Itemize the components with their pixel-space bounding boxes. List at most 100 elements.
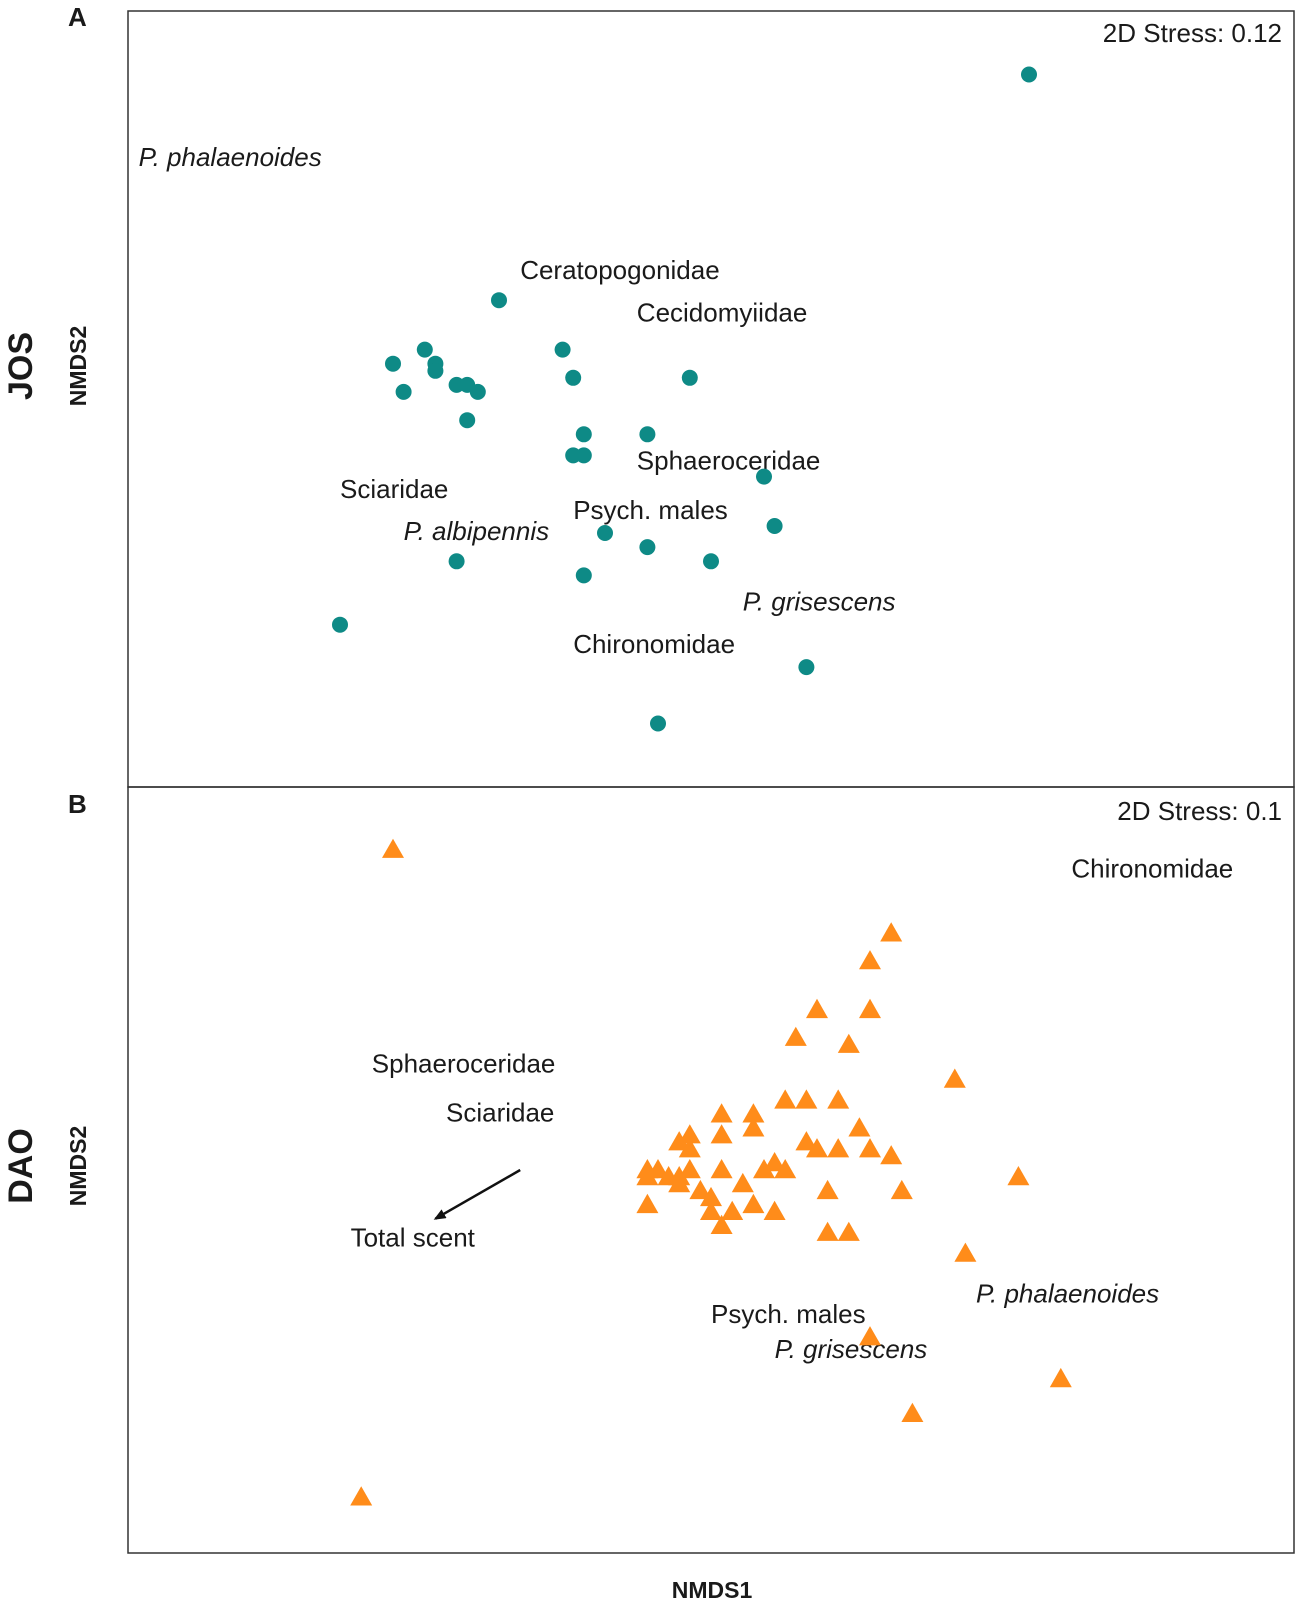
panel-a-data-point-23	[703, 553, 719, 570]
panel-b-data-point-7	[837, 1033, 860, 1053]
panel-a-data-point-22	[639, 539, 656, 556]
panel-b-data-point-51	[859, 1326, 881, 1346]
panel-b-data-point-19	[678, 1138, 701, 1158]
panel-b-data-point-32	[636, 1166, 659, 1186]
panel-a-data-point-21	[597, 525, 613, 541]
panel-b-data-point-1	[382, 838, 404, 858]
panel-b-data-point-10	[795, 1089, 818, 1109]
panel-b-data-point-13	[742, 1103, 765, 1123]
panel-b-variable-label-7: P. grisescens	[775, 1334, 928, 1364]
x-axis-label: NMDS1	[672, 1577, 753, 1603]
panel-a-data-point-26	[332, 616, 348, 633]
panel-a-y-axis-label: NMDS2	[65, 326, 91, 407]
panel-a-data-point-14	[681, 369, 698, 386]
panel-a-data-point-11	[459, 412, 476, 429]
panel-b-data-point-41	[636, 1193, 659, 1214]
panel-a-data-point-27	[798, 659, 815, 676]
panel-b-variable-label-1: Chironomidae	[1071, 854, 1233, 884]
panel-a-data-point-25	[448, 553, 465, 570]
panel-b-frame	[127, 786, 1295, 1554]
panel-b-data-point-23	[859, 1138, 881, 1158]
panel-b-data-point-40	[1007, 1166, 1030, 1186]
panel-a-variable-label-9: Chironomidae	[573, 629, 735, 659]
panel-a-variable-label-8: P. grisescens	[743, 587, 896, 617]
panel-a-letter: A	[68, 2, 87, 32]
panel-b-data-point-21	[806, 1138, 828, 1158]
panel-b-data-point-6	[784, 1026, 807, 1046]
panel-b-variable-label-2: Sphaeroceridae	[372, 1049, 556, 1079]
panel-a-data-point-17	[575, 426, 592, 443]
panel-b-data-point-33	[710, 1159, 733, 1179]
panel-a-variable-label-6: Psych. males	[573, 495, 728, 525]
panel-a-variable-label-5: Sciaridae	[340, 474, 448, 504]
panel-b-data-point-52	[1049, 1367, 1072, 1388]
panel-a-variable-label-4: Sphaeroceridae	[637, 446, 821, 476]
panel-b-data-point-46	[710, 1214, 733, 1234]
panel-a-variable-label-3: Cecidomyiidae	[637, 297, 808, 327]
panel-b-data-point-48	[816, 1221, 839, 1241]
panel-b-vector	[433, 1168, 521, 1220]
panel-b-data-point-39	[890, 1179, 913, 1200]
panel-b-variable-label-6: Psych. males	[711, 1299, 866, 1329]
panel-a-data-point-13	[565, 369, 582, 386]
panel-a-data-point-19	[756, 468, 772, 485]
panel-b-y-axis-label: NMDS2	[65, 1126, 91, 1207]
panel-b-data-point-30	[678, 1159, 701, 1179]
panel-a-data-point-20	[766, 518, 783, 534]
panel-b-data-point-53	[901, 1402, 924, 1422]
panel-a-stress-value: 2D Stress: 0.12	[1103, 18, 1282, 48]
panel-b-data-point-26	[774, 1159, 797, 1179]
panel-b-data-point-38	[816, 1179, 839, 1200]
panel-b-site-label: DAO	[2, 1128, 40, 1204]
panel-a-data-point-24	[575, 567, 592, 584]
panel-b-data-point-24	[880, 1145, 903, 1165]
panel-b-data-point-3	[859, 950, 881, 970]
panel-a-variable-label-7: P. albipennis	[404, 516, 550, 546]
panel-b-data-point-15	[848, 1117, 871, 1137]
panel-b-stress-value: 2D Stress: 0.1	[1117, 796, 1282, 826]
panel-b-data-point-42	[700, 1186, 722, 1207]
panel-b-variable-label-4: Total scent	[351, 1223, 476, 1253]
panel-a-data-point-28	[650, 715, 666, 732]
panel-a-data-point-18	[639, 426, 656, 443]
panel-b-data-point-25	[763, 1152, 786, 1172]
panel-b-data-point-50	[954, 1242, 977, 1262]
panel-b-data-point-12	[710, 1103, 733, 1123]
panel-b-data-point-17	[668, 1131, 691, 1151]
panel-b-data-point-49	[837, 1221, 860, 1241]
panel-a-variable-labels: P. phalaenoides Ceratopogonidae Cecidomyii…	[139, 142, 896, 659]
panel-a-site-label: JOS	[2, 332, 40, 400]
panel-b-variable-labels: Chironomidae Sphaeroceridae Sciaridae Total…	[351, 854, 1234, 1365]
panel-a-data-point-12	[554, 341, 571, 358]
panel-b-data-point-11	[827, 1089, 850, 1109]
panel-a-data-point-4	[416, 341, 433, 358]
panel-a-data-point-2	[491, 292, 507, 309]
panel-a-data-point-6	[427, 362, 444, 379]
panel-a-points	[332, 66, 1037, 732]
panel-b-letter: B	[68, 789, 87, 819]
panel-a: A JOS NMDS2 2D Stress: 0.12 P. phalaenoi…	[2, 2, 1295, 788]
panel-b-total-scent-arrow	[433, 1168, 521, 1220]
panel-b-data-point-45	[763, 1200, 786, 1220]
panel-b-data-point-44	[742, 1193, 765, 1214]
panel-b-variable-label-5: P. phalaenoides	[976, 1278, 1159, 1308]
panel-b-data-point-4	[806, 998, 828, 1019]
panel-b-variable-label-3: Sciaridae	[446, 1097, 554, 1127]
panel-b-data-point-36	[731, 1172, 754, 1193]
panel-b-data-point-47	[721, 1200, 744, 1220]
panel-a-data-point-1	[1021, 66, 1037, 83]
panel-b-points	[350, 838, 1072, 1506]
panel-b-data-point-5	[859, 998, 881, 1019]
panel-b-data-point-22	[827, 1138, 850, 1158]
panel-a-variable-label-1: P. phalaenoides	[139, 142, 322, 172]
panel-b-data-point-54	[350, 1486, 373, 1506]
panel-b-data-point-34	[753, 1159, 775, 1179]
panel-a-frame	[127, 10, 1295, 788]
panel-a-data-point-9	[469, 383, 486, 400]
panel-b-data-point-35	[668, 1172, 691, 1193]
panel-a-data-point-16	[575, 447, 592, 464]
panel-b-data-point-37	[689, 1179, 712, 1200]
panel-b-data-point-9	[774, 1089, 797, 1109]
panel-b-data-point-2	[880, 922, 903, 942]
